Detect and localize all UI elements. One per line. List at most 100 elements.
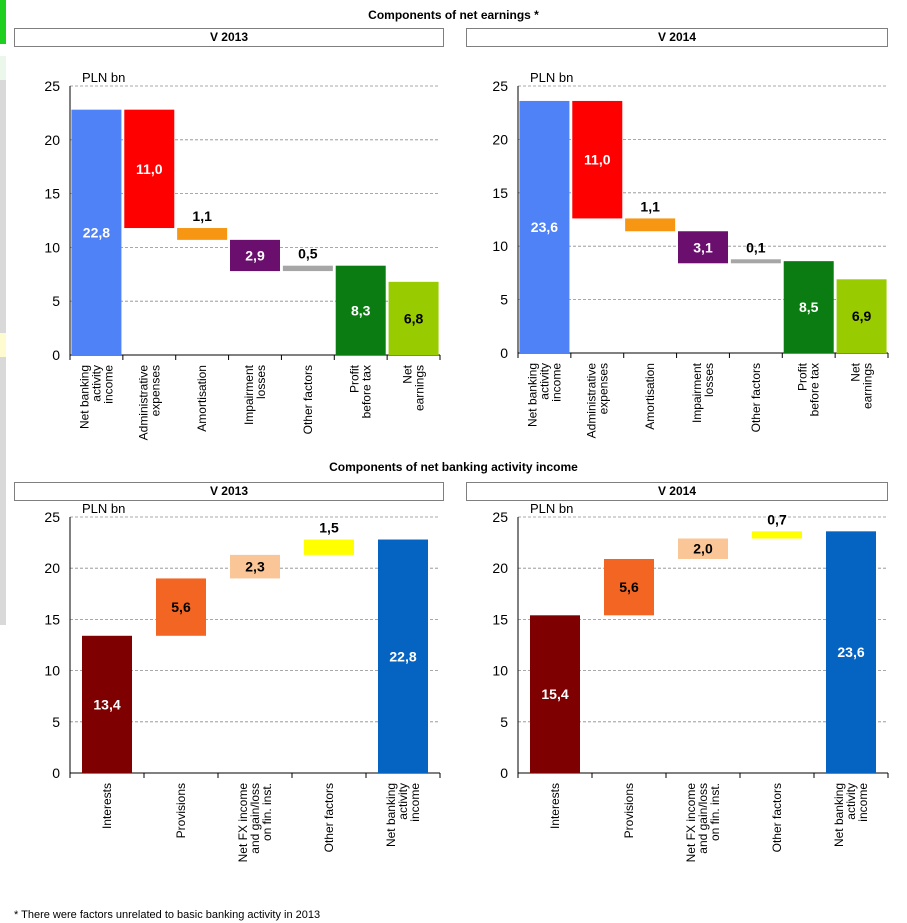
bar <box>124 109 175 229</box>
y-tick-label: 15 <box>492 611 508 627</box>
x-tick-label-line: and gain/loss <box>248 783 262 854</box>
y-tick-label: 20 <box>44 132 60 148</box>
data-label: 2,3 <box>245 559 265 575</box>
data-label: 3,1 <box>693 239 713 255</box>
data-label: 6,9 <box>852 308 872 324</box>
x-tick-label-line: and gain/loss <box>696 783 710 854</box>
panel-header-earnings-2014: V 2014 <box>466 28 888 47</box>
x-tick-label: Amortisation <box>195 365 209 432</box>
data-label: 1,5 <box>319 520 339 536</box>
bar <box>82 635 132 773</box>
income-section-title: Components of net banking activity incom… <box>329 460 578 474</box>
y-axis-unit-label: PLN bn <box>82 501 125 516</box>
x-tick-label-line: Other factors <box>301 365 315 434</box>
bar <box>304 539 354 555</box>
bar <box>783 261 834 353</box>
panel-header-income-2013: V 2013 <box>14 482 444 501</box>
bar <box>335 265 386 355</box>
y-tick-label: 25 <box>492 509 508 525</box>
bar <box>156 578 206 636</box>
y-tick-label: 25 <box>44 509 60 525</box>
y-tick-label: 20 <box>492 131 508 147</box>
x-tick-label-line: Impairment <box>242 364 256 425</box>
x-tick-label-line: losses <box>702 363 716 397</box>
x-tick-label-line: income <box>856 783 870 822</box>
data-label: 2,0 <box>693 541 713 557</box>
data-label: 2,9 <box>245 247 265 263</box>
x-tick-label-line: Interests <box>100 783 114 829</box>
y-tick-label: 0 <box>500 345 508 361</box>
y-tick-label: 5 <box>52 293 60 309</box>
bar <box>836 279 887 353</box>
y-tick-label: 10 <box>492 663 508 679</box>
x-tick-label-line: Other factors <box>749 363 763 432</box>
bar <box>604 558 654 616</box>
y-tick-label: 5 <box>52 714 60 730</box>
x-tick-label-line: Interests <box>548 783 562 829</box>
x-tick-label-line: Amortisation <box>643 363 657 430</box>
x-tick-label-line: income <box>101 365 115 404</box>
banking-income-2013-chart: 0 5 10 15 20 25 PLN bn 13,4 5,6 2,3 1,5 22,8 Interes… <box>44 501 441 863</box>
x-tick-label: Other factors <box>301 365 315 434</box>
data-label: 1,1 <box>192 208 212 224</box>
y-tick-label: 5 <box>500 292 508 308</box>
y-tick-label: 0 <box>500 765 508 781</box>
data-label: 13,4 <box>93 696 120 712</box>
bar <box>730 259 781 264</box>
x-tick-label-line: Administrative <box>584 363 598 439</box>
x-tick-label: Amortisation <box>643 363 657 430</box>
x-tick-label-line: earnings <box>861 363 875 409</box>
x-tick-label-line: income <box>408 783 422 822</box>
bar <box>826 531 876 773</box>
y-axis-unit-label: PLN bn <box>530 70 573 85</box>
data-label: 0,1 <box>746 239 766 255</box>
y-tick-label: 10 <box>44 663 60 679</box>
x-tick-label-line: Other factors <box>770 783 784 852</box>
footnote: * There were factors unrelated to basic … <box>14 909 321 921</box>
x-tick-label-line: Impairment <box>690 362 704 423</box>
bar <box>177 228 228 240</box>
bar <box>378 539 428 773</box>
x-tick-label-line: Administrative <box>136 365 150 441</box>
x-tick-label-line: Net FX income <box>236 783 250 863</box>
x-tick-label: Other factors <box>770 783 784 852</box>
x-tick-label: Other factors <box>322 783 336 852</box>
x-tick-label-line: Net FX income <box>684 783 698 863</box>
edge-strip-panel-2 <box>0 333 6 625</box>
y-tick-label: 25 <box>492 78 508 94</box>
data-label: 1,1 <box>640 198 660 214</box>
net-earnings-2014-chart: 0 5 10 15 20 25 PLN bn 23,6 11,0 1,1 3,1 0,1 8,5 6,9 N… <box>492 70 889 439</box>
x-tick-label-line: Net <box>401 364 415 383</box>
x-tick-label: Provisions <box>622 783 636 838</box>
data-label: 23,6 <box>531 219 558 235</box>
data-label: 11,0 <box>584 152 611 168</box>
x-tick-label-line: Net banking <box>525 363 539 427</box>
x-tick-label-line: on fin. inst. <box>708 783 722 841</box>
panel-header-income-2014: V 2014 <box>466 482 888 501</box>
x-tick-label-line: Provisions <box>174 783 188 838</box>
x-tick-label-line: income <box>549 363 563 402</box>
y-tick-label: 15 <box>44 186 60 202</box>
y-tick-label: 5 <box>500 714 508 730</box>
banking-income-2014-chart: 0 5 10 15 20 25 PLN bn 15,4 5,6 2,0 0,7 23,6 Interes… <box>492 501 889 863</box>
bar <box>752 531 802 539</box>
data-label: 23,6 <box>837 644 864 660</box>
x-tick-label-line: expenses <box>148 365 162 416</box>
bar <box>388 281 439 355</box>
x-tick-label-line: Net <box>849 362 863 381</box>
bar <box>625 218 676 232</box>
panel-header-earnings-2013: V 2013 <box>14 28 444 47</box>
y-tick-label: 20 <box>44 560 60 576</box>
x-tick-label: Other factors <box>749 363 763 432</box>
